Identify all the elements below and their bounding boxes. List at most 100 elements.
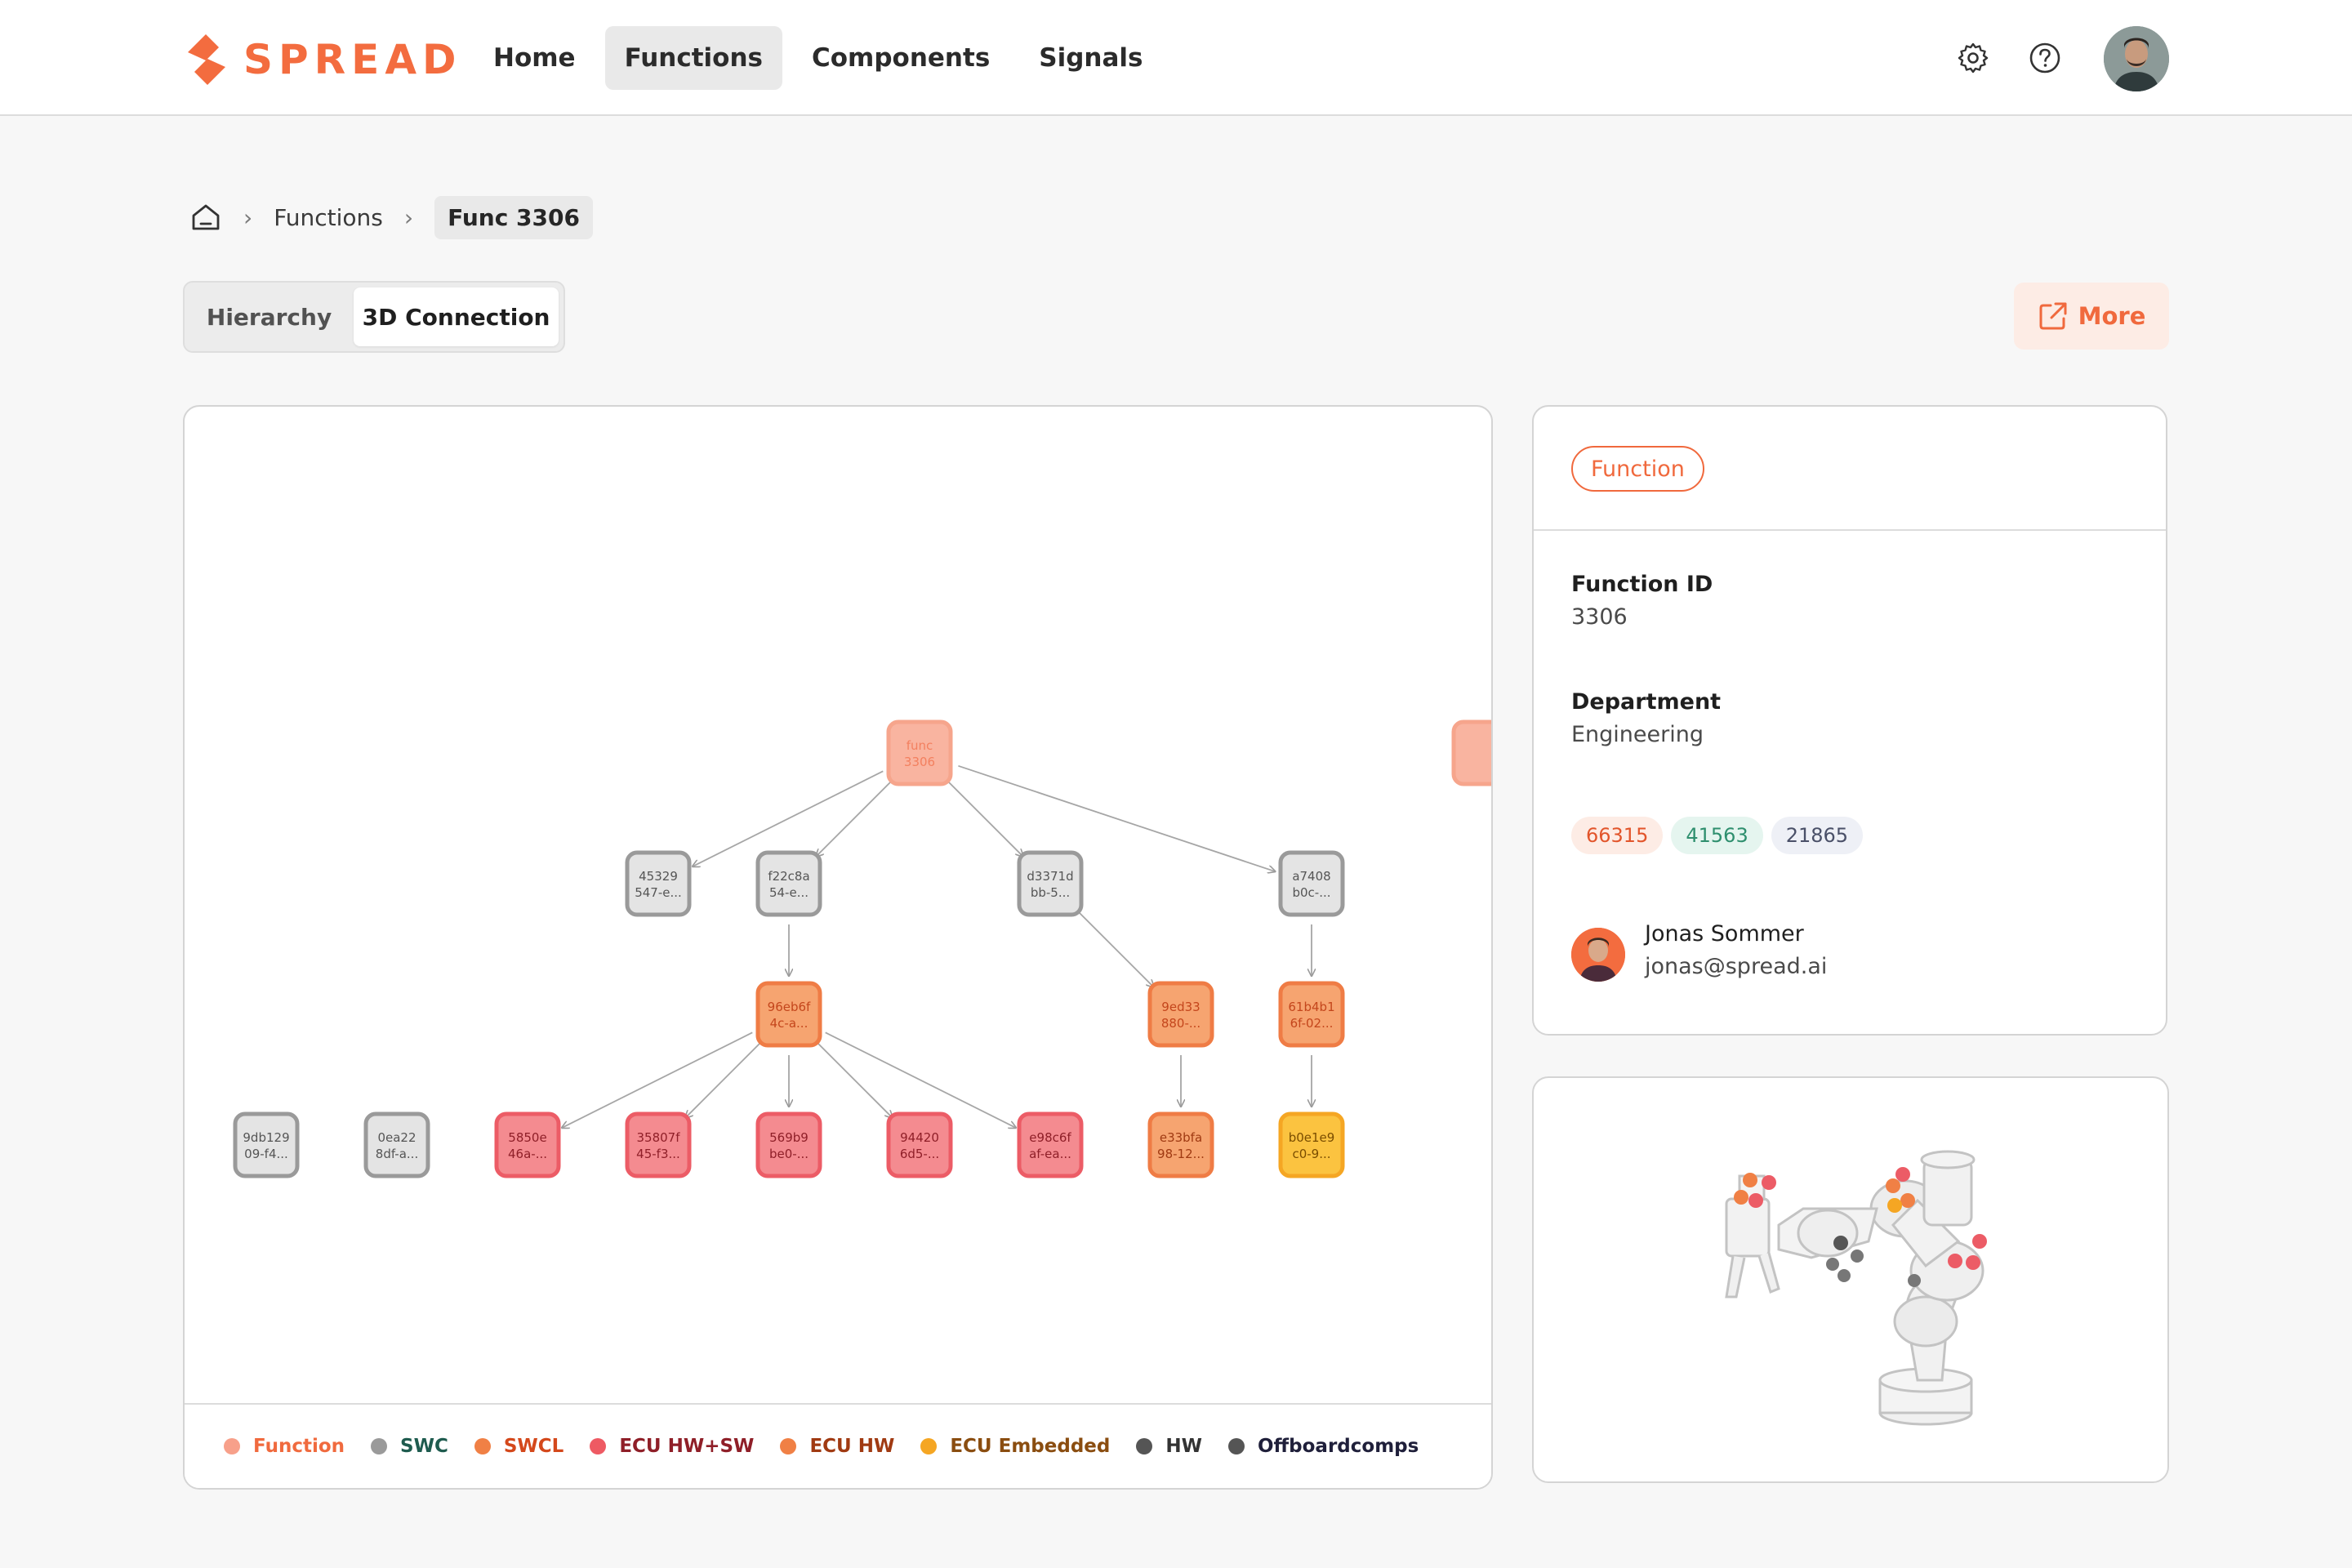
owner-email[interactable]: jonas@spread.ai [1645, 954, 1828, 979]
3d-model-viewer[interactable] [1532, 1076, 2169, 1483]
brand-name: SPREAD [243, 36, 462, 83]
graph-node[interactable] [1451, 719, 1493, 786]
legend-item-ecu-hw-sw[interactable]: ECU HW+SW [590, 1436, 754, 1457]
legend-dot [371, 1438, 388, 1454]
graph-node-box [233, 1111, 300, 1178]
graph-node-label: a7408 [1292, 869, 1330, 884]
graph-node-label: e98c6f [1029, 1130, 1071, 1145]
gear-icon[interactable] [1957, 42, 1989, 74]
graph-node[interactable]: 9db129 09-f4... [233, 1111, 300, 1178]
owner-avatar [1571, 928, 1625, 982]
graph-node-box [1278, 981, 1345, 1048]
legend-label: SWCL [503, 1436, 564, 1457]
graph-node-label: 61b4b1 [1288, 1000, 1334, 1014]
graph-node-label: 54-e... [769, 885, 808, 900]
graph-node-label: 0ea22 [377, 1130, 416, 1145]
graph-node-box [886, 719, 953, 786]
graph-node[interactable]: d3371dbb-5... [1017, 850, 1084, 917]
graph-node-box [494, 1111, 561, 1178]
legend-label: Offboardcomps [1257, 1436, 1419, 1457]
graph-node-label: af-ea... [1029, 1147, 1071, 1161]
legend-label: ECU HW+SW [619, 1436, 755, 1457]
spread-logo[interactable]: SPREAD [181, 31, 462, 88]
id-chip[interactable]: 41563 [1671, 817, 1763, 854]
graph-node[interactable]: 9ed33 880-... [1147, 981, 1214, 1048]
graph-node-label: 98-12... [1157, 1147, 1205, 1161]
graph-node-box [1017, 1111, 1084, 1178]
graph-node[interactable]: b0e1e9 c0-9... [1278, 1111, 1345, 1178]
tab-hierarchy[interactable]: Hierarchy [206, 303, 332, 331]
graph-node[interactable]: 5850e 46a-... [494, 1111, 561, 1178]
graph-node-label: 6d5-... [900, 1147, 939, 1161]
legend-item-function[interactable]: Function [224, 1436, 345, 1457]
nav-functions[interactable]: Functions [604, 26, 782, 90]
graph-node-label: bb-5... [1031, 885, 1070, 900]
nav-components[interactable]: Components [812, 43, 991, 73]
graph-node-box [1278, 1111, 1345, 1178]
graph-node[interactable]: 94420 6d5-... [886, 1111, 953, 1178]
graph-node-label: d3371d [1027, 869, 1073, 884]
graph-node-label: 09-f4... [244, 1147, 288, 1161]
graph-node[interactable]: a7408b0c-... [1278, 850, 1345, 917]
legend-item-swc[interactable]: SWC [371, 1436, 448, 1457]
graph-node-label: 3306 [904, 755, 935, 769]
legend-label: SWC [400, 1436, 448, 1457]
graph-node-box [755, 981, 822, 1048]
graph-node[interactable]: 35807f 45-f3... [625, 1111, 692, 1178]
graph-node-label: 94420 [900, 1130, 939, 1145]
breadcrumb-functions[interactable]: Functions [274, 203, 383, 231]
more-button[interactable]: More [2014, 283, 2169, 350]
graph-node-label: c0-9... [1292, 1147, 1330, 1161]
graph-node[interactable]: func 3306 [886, 719, 953, 786]
top-navigation-bar: SPREAD Home Functions Components Signals [0, 0, 2352, 116]
breadcrumb-current: Func 3306 [434, 195, 593, 239]
graph-node[interactable]: 96eb6f 4c-a... [755, 981, 822, 1048]
legend-label: ECU HW [809, 1436, 895, 1457]
legend-item-offboardcomps[interactable]: Offboardcomps [1227, 1436, 1419, 1457]
legend-dot [590, 1438, 607, 1454]
chevron-right-icon: › [403, 203, 414, 231]
spread-logo-icon [188, 34, 225, 85]
id-chip[interactable]: 21865 [1771, 817, 1864, 854]
graph-node-box [625, 850, 692, 917]
graph-node-box [1147, 981, 1214, 1048]
legend-dot [1227, 1438, 1245, 1454]
graph-node[interactable]: 45329547-e... [625, 850, 692, 917]
graph-node-label: e33bfa [1160, 1130, 1202, 1145]
user-avatar-image [2104, 26, 2169, 91]
graph-node-box [1147, 1111, 1214, 1178]
legend-item-swcl[interactable]: SWCL [474, 1436, 564, 1457]
graph-node-label: 880-... [1161, 1016, 1200, 1031]
function-id-value: 3306 [1571, 604, 1628, 630]
graph-node-label: 45-f3... [636, 1147, 680, 1161]
legend-dot [474, 1438, 491, 1454]
nav-signals[interactable]: Signals [1039, 43, 1143, 73]
help-icon[interactable] [2029, 42, 2061, 74]
graph-node-box [1017, 850, 1084, 917]
legend-item-ecu-embedded[interactable]: ECU Embedded [920, 1436, 1110, 1457]
department-value: Engineering [1571, 722, 1704, 747]
graph-node[interactable]: 61b4b1 6f-02... [1278, 981, 1345, 1048]
home-icon[interactable] [189, 201, 222, 234]
graph-node[interactable]: f22c8a54-e... [755, 850, 822, 917]
nav-home[interactable]: Home [493, 43, 576, 73]
graph-node-box [625, 1111, 692, 1178]
user-avatar[interactable] [2104, 26, 2169, 91]
graph-node[interactable]: e33bfa 98-12... [1147, 1111, 1214, 1178]
graph-node[interactable]: e98c6f af-ea... [1017, 1111, 1084, 1178]
graph-node-label: 35807f [637, 1130, 681, 1145]
tab-3d-connection[interactable]: 3D Connection [354, 287, 559, 346]
id-chip[interactable]: 66315 [1571, 817, 1664, 854]
legend-item-hw[interactable]: HW [1136, 1436, 1202, 1457]
graph-node[interactable]: 0ea22 8df-a... [363, 1111, 430, 1178]
graph-node[interactable]: 569b9 be0-... [755, 1111, 822, 1178]
legend-dot [920, 1438, 938, 1454]
chevron-right-icon: › [243, 203, 253, 231]
legend-label: Function [253, 1436, 345, 1457]
robot-arm-model[interactable] [1534, 1078, 2169, 1483]
graph-node-box [755, 1111, 822, 1178]
graph-node-label: 547-e... [635, 885, 682, 900]
graph-edge [825, 1031, 1015, 1127]
legend-item-ecu-hw[interactable]: ECU HW [780, 1436, 894, 1457]
